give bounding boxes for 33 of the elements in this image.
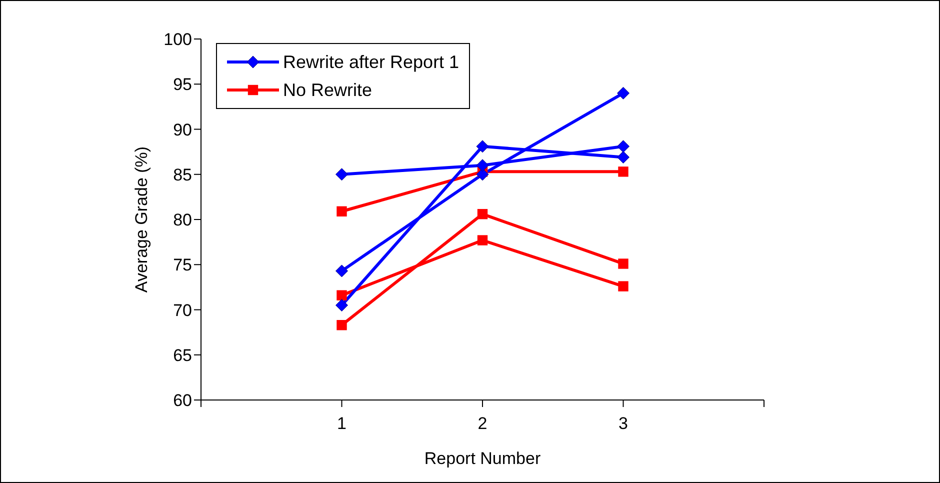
y-axis-title: Average Grade (%) — [132, 146, 152, 293]
y-tick-label: 70 — [173, 300, 192, 320]
point — [476, 168, 489, 181]
y-tick-label: 75 — [173, 256, 192, 275]
point — [617, 150, 630, 164]
legend-label: No Rewrite — [283, 80, 372, 100]
x-tick-label: 1 — [337, 414, 346, 434]
point — [476, 140, 489, 153]
point — [336, 290, 347, 300]
point — [618, 166, 628, 177]
x-tick-label: 2 — [478, 414, 488, 434]
y-tick-label: 95 — [173, 75, 192, 94]
y-tick-label: 80 — [173, 210, 192, 230]
y-tick-label: 100 — [164, 30, 192, 50]
legend-label: Rewrite after Report 1 — [283, 52, 460, 72]
point — [336, 168, 348, 181]
point — [336, 264, 348, 278]
y-tick-label: 60 — [173, 391, 192, 410]
point — [477, 208, 488, 220]
y-tick-label: 65 — [173, 346, 192, 365]
point — [336, 298, 348, 312]
x-axis-title: Report Number — [424, 449, 541, 468]
y-tick-label: 90 — [173, 120, 192, 140]
point — [336, 320, 347, 330]
point — [617, 86, 630, 100]
point — [618, 281, 628, 292]
point — [617, 140, 630, 153]
point — [476, 159, 489, 172]
x-tick-label: 3 — [618, 414, 628, 434]
y-tick-label: 85 — [173, 165, 192, 184]
point — [477, 235, 488, 246]
point — [336, 206, 347, 216]
point — [618, 258, 628, 269]
